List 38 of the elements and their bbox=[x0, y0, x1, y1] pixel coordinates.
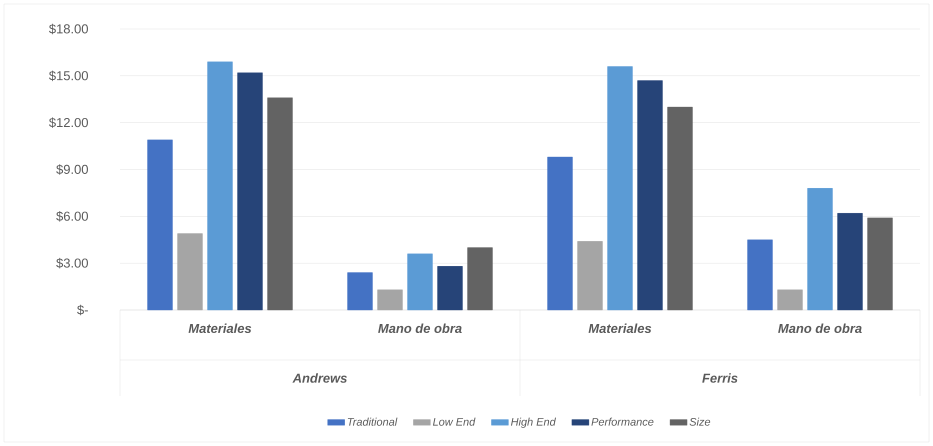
legend-label: High End bbox=[510, 418, 556, 428]
y-tick-label: $3.00 bbox=[56, 258, 88, 268]
x-tick-label: Mano de obra bbox=[378, 324, 462, 334]
bar bbox=[607, 66, 633, 310]
bar bbox=[777, 290, 803, 310]
text: Ferris bbox=[702, 373, 738, 383]
bar bbox=[637, 80, 663, 310]
y-tick-label: $18.00 bbox=[49, 24, 88, 34]
y-tick-label: $9.00 bbox=[56, 164, 88, 175]
y-tick-label: $15.00 bbox=[49, 70, 88, 82]
bar bbox=[837, 213, 863, 310]
text: Andrews bbox=[292, 373, 347, 383]
legend-label: Performance bbox=[591, 418, 654, 426]
y-tick-label: $12.00 bbox=[49, 117, 88, 128]
bar bbox=[177, 233, 203, 310]
bar bbox=[377, 290, 403, 310]
x-tick-label: Materiales bbox=[588, 324, 652, 334]
x-tick-label: Mano de obra bbox=[778, 324, 862, 334]
bar bbox=[237, 72, 263, 310]
bar bbox=[437, 266, 463, 310]
legend-label: Low End bbox=[432, 418, 476, 426]
y-tick-label: $6.00 bbox=[56, 211, 88, 222]
bar bbox=[467, 247, 493, 310]
bar bbox=[407, 254, 433, 310]
bar bbox=[867, 218, 893, 310]
legend-label: Traditional bbox=[348, 418, 398, 426]
bar bbox=[347, 272, 373, 310]
bar bbox=[547, 156, 573, 310]
bar bbox=[147, 140, 173, 310]
bar bbox=[207, 62, 233, 310]
x-tick-label: Materiales bbox=[188, 324, 252, 334]
y-tick-label: $- bbox=[77, 304, 88, 316]
bar bbox=[577, 241, 603, 310]
bar bbox=[807, 188, 833, 310]
bar bbox=[747, 240, 773, 310]
bar bbox=[667, 106, 693, 310]
legend-label: Size bbox=[690, 418, 710, 426]
bar bbox=[267, 97, 293, 310]
